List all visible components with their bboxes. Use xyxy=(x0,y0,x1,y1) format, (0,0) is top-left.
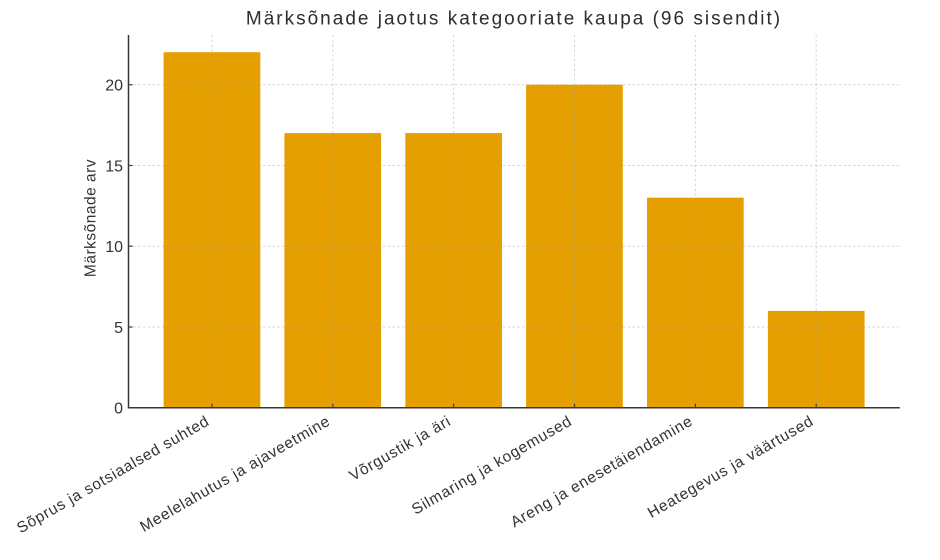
svg-text:20: 20 xyxy=(105,78,123,95)
svg-text:0: 0 xyxy=(114,401,123,418)
svg-text:Märksõnade arv: Märksõnade arv xyxy=(83,159,100,277)
svg-text:10: 10 xyxy=(105,239,123,256)
svg-text:5: 5 xyxy=(114,320,123,337)
svg-text:Märksõnade jaotus kategooriate: Märksõnade jaotus kategooriate kaupa (96… xyxy=(246,9,782,30)
svg-text:15: 15 xyxy=(105,158,123,175)
